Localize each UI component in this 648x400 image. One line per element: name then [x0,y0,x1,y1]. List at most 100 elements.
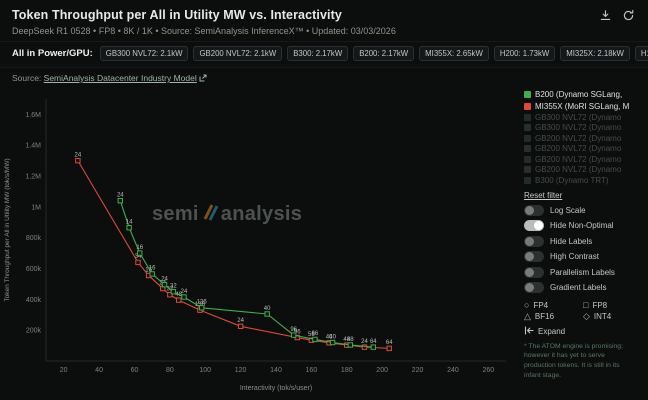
legend-item-inactive[interactable]: GB200 NVL72 (Dynamo [524,154,638,165]
download-icon [599,10,612,25]
y-tick-label: 200k [26,328,42,335]
data-point-label: 40 [264,306,271,312]
legend-swatch [524,134,531,142]
y-tick-label: 1M [31,204,41,211]
data-point-marker [149,271,155,277]
data-point-marker [386,345,392,352]
chart-controls-panel: B200 (Dynamo SGLang, MI355X (MoRI SGLang… [524,85,646,395]
series-line [119,200,374,348]
toggle-gradient-labels[interactable]: Gradient Labels [524,280,638,296]
legend-item-b200[interactable]: B200 (Dynamo SGLang, [524,89,638,101]
data-point-label: 14 [126,219,133,225]
toggle-parallelism-labels[interactable]: Parallelism Labels [524,265,638,281]
download-button[interactable] [598,8,613,23]
data-point-marker [181,294,187,300]
square-icon: □ [583,299,589,310]
data-point-label: 16 [149,266,156,272]
data-point-marker [290,332,297,338]
power-per-gpu-row: All in Power/GPU: GB300 NVL72: 2.1kW GB2… [0,41,648,68]
x-tick-label: 100 [199,367,211,374]
gpu-power-chip-gb200[interactable]: GB200 NVL72: 2.1kW [193,46,283,61]
x-tick-label: 160 [306,367,318,374]
data-point-marker [264,311,270,317]
source-row: Source: SemiAnalysis Datacenter Industry… [0,68,648,85]
reset-filter-link[interactable]: Reset filter [524,190,563,200]
header-actions [598,8,636,23]
refresh-button[interactable] [621,8,636,23]
legend-item-inactive[interactable]: GB200 NVL72 (Dynamo [524,165,638,176]
toggle-switch[interactable] [524,266,544,278]
x-tick-label: 80 [166,367,174,374]
data-point-label: 56 [308,332,315,338]
header: Token Throughput per All in Utility MW v… [0,0,648,41]
toggle-switch[interactable] [524,282,544,294]
data-point-label: 136 [197,300,208,306]
data-point-label: 16 [145,267,152,273]
y-tick-label: 1.2M [25,174,41,181]
data-point-label: 32 [170,283,177,289]
source-link[interactable]: SemiAnalysis Datacenter Industry Model [44,73,207,83]
data-point-marker [237,323,244,330]
gpu-power-chip-h100[interactable]: H100: 1.73kW [634,46,648,61]
data-point-label: 96 [294,329,301,335]
data-point-label: 66 [312,331,319,337]
data-point-label: 136 [195,302,206,308]
data-point-label: 24 [75,152,82,158]
legend-swatch [524,145,531,153]
data-point-label: 64 [386,340,393,346]
data-point-label: 24 [181,289,188,295]
data-point-label: 40 [329,334,336,340]
data-point-label: 24 [161,277,168,283]
triangle-icon: △ [524,310,531,321]
gpu-power-chip-b200[interactable]: B200: 2.17kW [353,46,415,61]
toggle-log-scale[interactable]: Log Scale [524,203,638,219]
legend-item-mi355x[interactable]: MI355X (MoRI SGLang, M [524,101,638,113]
chart[interactable]: 200k 400k 600k 800k 1M 1.2M 1.4M 1.6M 20 40 60 80 10… [0,85,520,395]
legend-swatch [524,91,531,99]
y-tick-label: 800k [26,235,42,242]
toggle-switch[interactable] [524,251,544,263]
gpu-power-chip-mi355x[interactable]: MI355X: 2.65kW [419,46,489,61]
legend-item-inactive[interactable]: GB300 NVL72 (Dynamo [524,112,638,123]
data-point-label: 96 [290,327,297,333]
toggle-switch[interactable] [524,204,544,216]
toggle-hide-labels[interactable]: Hide Labels [524,234,638,250]
toggle-switch[interactable] [524,220,544,232]
data-point-marker [137,250,143,256]
chart-area: 200k 400k 600k 800k 1M 1.2M 1.4M 1.6M 20 40 60 80 10… [0,85,524,395]
toggle-hide-non-optimal[interactable]: Hide Non-Optimal [524,218,638,234]
x-axis-label: Interactivity (tok/s/user) [240,385,312,392]
legend-swatch [524,166,531,174]
legend-item-inactive[interactable]: GB200 NVL72 (Dynamo [524,133,638,144]
data-point-marker [312,336,318,343]
external-link-icon [199,74,207,84]
toggle-switch[interactable] [524,235,544,247]
data-point-label: 24 [237,318,244,324]
gpu-power-chip-mi325x[interactable]: MI325X: 2.18kW [560,46,630,61]
refresh-icon [622,9,635,25]
expand-button[interactable]: Expand [524,325,638,337]
shape-legend-bf16: △ BF16 [524,310,555,321]
precision-shape-legend: ○ FP4 □ FP8 △ BF16 ◇ INT4 [524,299,638,321]
data-point-marker [329,339,336,346]
toggle-high-contrast[interactable]: High Contrast [524,249,638,265]
legend-item-inactive[interactable]: B300 (Dynamo TRT) [524,175,638,186]
gpu-power-chip-h200[interactable]: H200: 1.73kW [493,46,556,61]
y-tick-label: 1.6M [25,112,41,119]
legend-item-inactive[interactable]: GB200 NVL72 (Dynamo [524,144,638,155]
y-tick-label: 400k [26,297,42,304]
page-title: Token Throughput per All in Utility MW v… [12,8,342,22]
x-tick-label: 20 [60,367,68,374]
gpu-power-chip-gb300[interactable]: GB300 NVL72: 2.1kW [99,46,189,61]
legend-swatch [524,155,531,163]
data-point-marker [361,344,368,350]
x-tick-label: 60 [131,367,139,374]
data-point-marker [75,157,81,164]
diamond-icon: ◇ [583,310,590,321]
x-tick-label: 240 [447,367,459,374]
x-tick-label: 200 [376,367,388,374]
subtitle: DeepSeek R1 0528 • FP8 • 8K / 1K • Sourc… [12,26,396,36]
legend-item-inactive[interactable]: GB300 NVL72 (Dynamo [524,123,638,134]
gpu-power-chip-b300[interactable]: B300: 2.17kW [287,46,349,61]
